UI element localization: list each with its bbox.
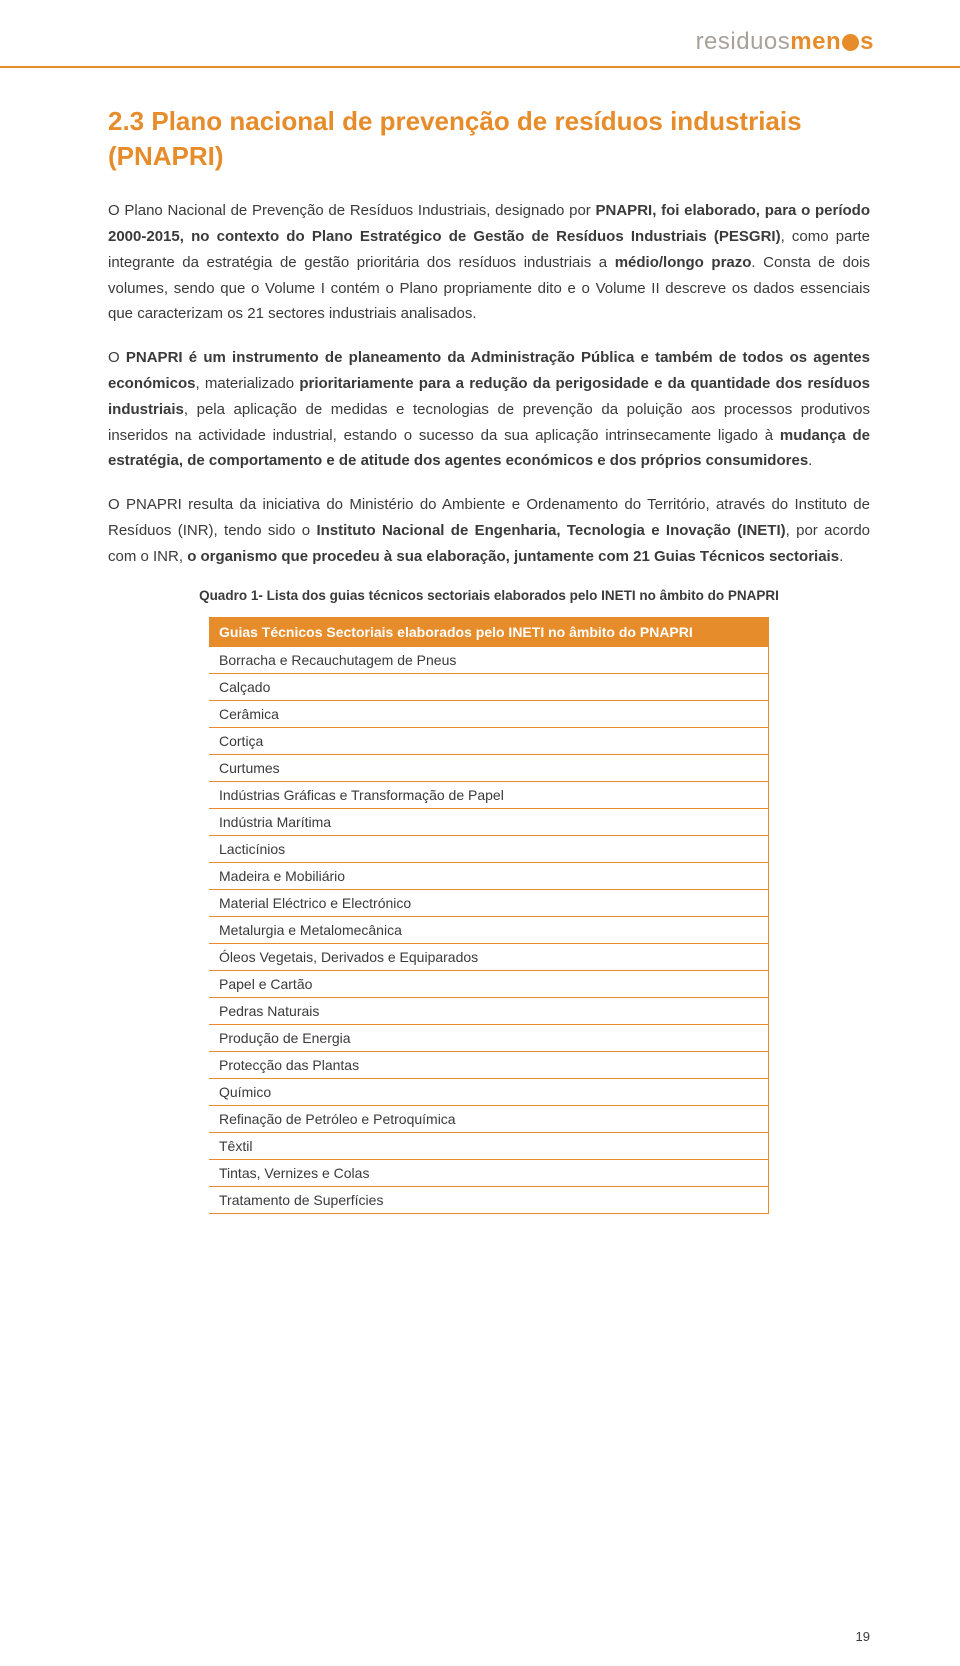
body-paragraph: O Plano Nacional de Prevenção de Resíduo… xyxy=(108,198,870,327)
table-cell: Indústria Marítima xyxy=(209,808,769,835)
page-content: 2.3 Plano nacional de prevenção de resíd… xyxy=(108,28,870,1214)
table-cell: Refinação de Petróleo e Petroquímica xyxy=(209,1105,769,1132)
table-row: Madeira e Mobiliário xyxy=(209,862,769,889)
table-row: Protecção das Plantas xyxy=(209,1051,769,1078)
table-row: Material Eléctrico e Electrónico xyxy=(209,889,769,916)
table-row: Cerâmica xyxy=(209,700,769,727)
table-row: Têxtil xyxy=(209,1132,769,1159)
table-row: Borracha e Recauchutagem de Pneus xyxy=(209,647,769,674)
table-cell: Protecção das Plantas xyxy=(209,1051,769,1078)
table-cell: Químico xyxy=(209,1078,769,1105)
table-row: Tintas, Vernizes e Colas xyxy=(209,1159,769,1186)
body-paragraph: O PNAPRI resulta da iniciativa do Minist… xyxy=(108,492,870,569)
brand-logo: residuosmens xyxy=(696,28,874,56)
table-row: Óleos Vegetais, Derivados e Equiparados xyxy=(209,943,769,970)
table-row: Metalurgia e Metalomecânica xyxy=(209,916,769,943)
table-cell: Têxtil xyxy=(209,1132,769,1159)
table-row: Tratamento de Superfícies xyxy=(209,1186,769,1213)
table-cell: Indústrias Gráficas e Transformação de P… xyxy=(209,781,769,808)
table-cell: Curtumes xyxy=(209,754,769,781)
table-row: Indústrias Gráficas e Transformação de P… xyxy=(209,781,769,808)
table-cell: Tintas, Vernizes e Colas xyxy=(209,1159,769,1186)
table-cell: Lacticínios xyxy=(209,835,769,862)
guides-table-body: Borracha e Recauchutagem de Pneus Calçad… xyxy=(209,647,769,1214)
brand-part1: residuos xyxy=(696,28,791,55)
table-cell: Tratamento de Superfícies xyxy=(209,1186,769,1213)
table-cell: Material Eléctrico e Electrónico xyxy=(209,889,769,916)
table-cell: Óleos Vegetais, Derivados e Equiparados xyxy=(209,943,769,970)
table-cell: Cortiça xyxy=(209,727,769,754)
brand-circle-icon xyxy=(842,34,859,51)
guides-table: Guias Técnicos Sectoriais elaborados pel… xyxy=(209,617,769,1214)
table-cell: Papel e Cartão xyxy=(209,970,769,997)
table-row: Produção de Energia xyxy=(209,1024,769,1051)
table-cell: Cerâmica xyxy=(209,700,769,727)
table-caption: Quadro 1- Lista dos guias técnicos secto… xyxy=(108,588,870,603)
table-row: Cortiça xyxy=(209,727,769,754)
body-paragraph: O PNAPRI é um instrumento de planeamento… xyxy=(108,345,870,474)
brand-part2: men xyxy=(790,28,841,55)
table-row: Refinação de Petróleo e Petroquímica xyxy=(209,1105,769,1132)
document-page: residuosmens 2.3 Plano nacional de preve… xyxy=(0,0,960,1666)
table-row: Lacticínios xyxy=(209,835,769,862)
table-cell: Metalurgia e Metalomecânica xyxy=(209,916,769,943)
table-row: Pedras Naturais xyxy=(209,997,769,1024)
table-row: Calçado xyxy=(209,673,769,700)
table-row: Curtumes xyxy=(209,754,769,781)
table-header: Guias Técnicos Sectoriais elaborados pel… xyxy=(209,617,769,647)
table-cell: Borracha e Recauchutagem de Pneus xyxy=(209,647,769,674)
section-title: 2.3 Plano nacional de prevenção de resíd… xyxy=(108,104,870,174)
table-cell: Madeira e Mobiliário xyxy=(209,862,769,889)
table-cell: Calçado xyxy=(209,673,769,700)
table-row: Químico xyxy=(209,1078,769,1105)
table-cell: Produção de Energia xyxy=(209,1024,769,1051)
table-row: Papel e Cartão xyxy=(209,970,769,997)
page-number: 19 xyxy=(856,1629,870,1644)
table-cell: Pedras Naturais xyxy=(209,997,769,1024)
brand-part3: s xyxy=(860,28,874,55)
header-rule xyxy=(0,66,960,68)
table-row: Indústria Marítima xyxy=(209,808,769,835)
